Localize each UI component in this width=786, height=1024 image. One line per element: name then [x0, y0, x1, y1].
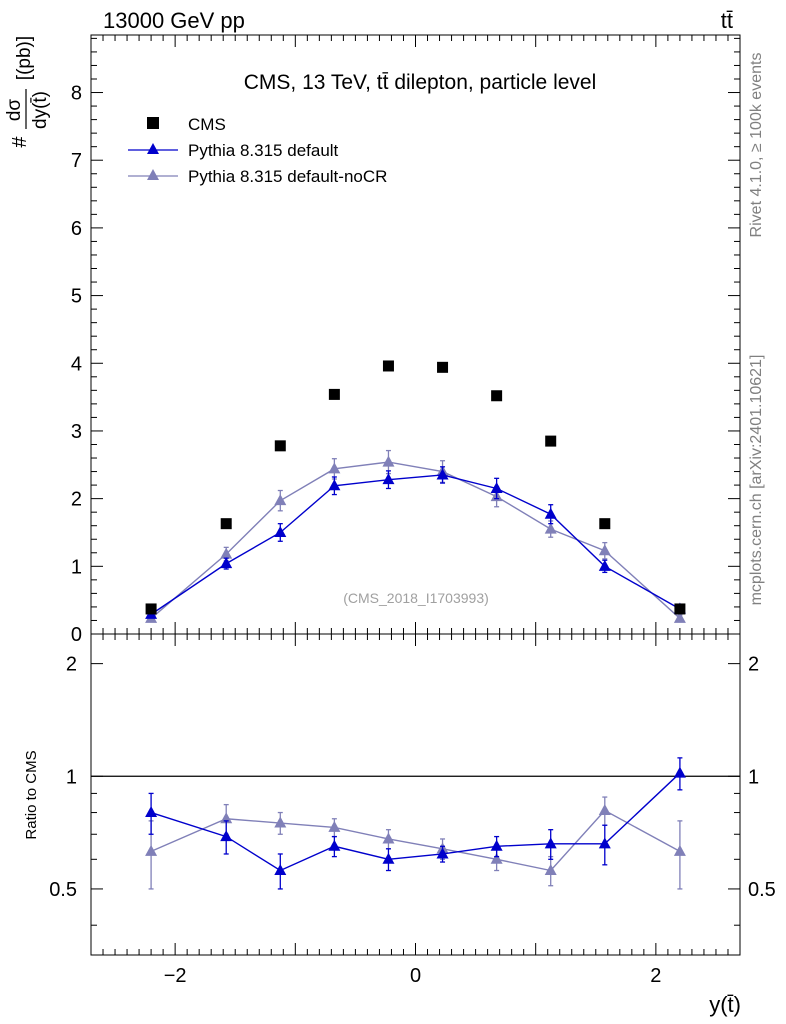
cms-point	[491, 390, 503, 402]
default-point	[220, 557, 233, 569]
main-y-tick-label: 1	[71, 556, 82, 578]
ratio-y-axis-label: Ratio to CMS	[23, 750, 40, 839]
cms-point	[599, 518, 611, 530]
ratio-nocr-point	[382, 832, 395, 844]
ratio-default-point	[145, 806, 158, 818]
cms-point	[382, 360, 394, 372]
ratio-y-tick-label-right: 1	[748, 766, 759, 788]
y-label-denominator: dy(t̄)	[30, 91, 51, 129]
main-y-tick-label: 2	[71, 489, 82, 511]
ratio-y-tick-label: 2	[66, 654, 77, 676]
cms-point	[145, 603, 157, 615]
ratio-default-line	[150, 772, 681, 872]
x-axis-label: y(t̄)	[709, 992, 741, 1017]
ratio-y-tick-label-right: 2	[748, 654, 759, 676]
ratio-default-point	[328, 839, 341, 851]
ratio-default-point	[274, 864, 287, 876]
default-point	[328, 479, 341, 491]
cms-point	[545, 435, 557, 447]
ratio-default-point	[490, 839, 503, 851]
x-tick-label: −2	[164, 965, 187, 987]
x-axis-ticks: −2 0 2	[102, 35, 729, 987]
ratio-axis-ticks: 0.5 0.5 1 1 2 2	[49, 654, 776, 926]
default-point	[436, 468, 449, 480]
ratio-nocr-point	[274, 816, 287, 828]
default-point	[544, 507, 557, 519]
main-y-axis-label: # dσ dy(t̄) [(pb)]	[4, 36, 51, 148]
default-point	[598, 559, 611, 571]
ratio-default-point	[220, 830, 233, 842]
analysis-watermark: (CMS_2018_I1703993)	[343, 590, 489, 606]
default-point	[382, 473, 395, 485]
x-tick-label: 2	[650, 965, 661, 987]
nocr-point	[220, 547, 233, 559]
cms-point	[328, 388, 340, 400]
cms-point	[674, 603, 686, 615]
nocr-point	[382, 455, 395, 467]
ratio-nocr-point	[490, 852, 503, 864]
legend-nocr-marker	[147, 169, 159, 180]
cms-point	[437, 361, 449, 373]
main-axis-ticks: 0 1 2 3 4 5 6 7 8	[71, 37, 740, 646]
main-y-tick-label: 4	[71, 353, 82, 375]
ratio-default-point	[598, 837, 611, 849]
ratio-nocr-point	[544, 864, 557, 876]
nocr-point	[544, 522, 557, 534]
legend-default-marker	[147, 143, 159, 154]
nocr-point	[328, 462, 341, 474]
default-line	[150, 474, 681, 615]
ratio-nocr-point	[145, 844, 158, 856]
legend: CMS Pythia 8.315 default Pythia 8.315 de…	[128, 115, 387, 186]
ratio-y-tick-label: 0.5	[49, 879, 77, 901]
ratio-nocr-point	[673, 844, 686, 856]
x-tick-label: 0	[410, 965, 421, 987]
y-label-hash: #	[9, 136, 31, 148]
ratio-nocr-point	[220, 812, 233, 824]
default-point	[274, 525, 287, 537]
legend-cms-label: CMS	[188, 115, 226, 134]
chart-title: CMS, 13 TeV, tt̄ dilepton, particle leve…	[244, 71, 597, 94]
ratio-frame	[90, 633, 741, 956]
y-label-numerator: dσ	[4, 99, 25, 122]
ratio-default-point	[673, 766, 686, 778]
process-label: tt̄	[721, 8, 733, 33]
legend-cms-marker	[147, 117, 159, 129]
cms-point	[220, 518, 232, 530]
main-panel: 0 1 2 3 4 5 6 7 8 CMS, 13 TeV, tt̄ dilepton, par…	[4, 34, 741, 646]
rivet-label: Rivet 4.1.0, ≥ 100k events	[748, 53, 765, 238]
nocr-point	[274, 494, 287, 506]
default-point	[490, 481, 503, 493]
main-y-tick-label: 3	[71, 421, 82, 443]
ratio-y-tick-label: 1	[66, 766, 77, 788]
ratio-default-point	[382, 852, 395, 864]
ratio-data-series	[91, 757, 740, 890]
ratio-nocr-point	[598, 804, 611, 816]
ratio-default-point	[436, 847, 449, 859]
nocr-point	[673, 611, 686, 623]
main-data-series	[145, 360, 686, 623]
ratio-panel: 0.5 0.5 1 1 2 2 Ratio to CMS	[23, 633, 776, 956]
ratio-nocr-line	[150, 809, 681, 872]
main-y-tick-label: 5	[71, 286, 82, 308]
y-label-unit: [(pb)]	[14, 36, 35, 80]
main-y-tick-label: 8	[71, 83, 82, 105]
main-y-tick-label: 7	[71, 150, 82, 172]
mcplots-label: mcplots.cern.ch [arXiv:2401.10621]	[748, 355, 765, 606]
main-y-tick-label: 0	[71, 624, 82, 646]
legend-nocr-label: Pythia 8.315 default-noCR	[188, 167, 387, 186]
ratio-default-point	[544, 837, 557, 849]
ratio-y-tick-label-right: 0.5	[748, 879, 776, 901]
legend-default-label: Pythia 8.315 default	[188, 141, 339, 160]
main-y-tick-label: 6	[71, 218, 82, 240]
energy-label: 13000 GeV pp	[103, 8, 245, 33]
cms-point	[274, 440, 286, 452]
ratio-nocr-point	[328, 820, 341, 832]
nocr-point	[598, 544, 611, 556]
